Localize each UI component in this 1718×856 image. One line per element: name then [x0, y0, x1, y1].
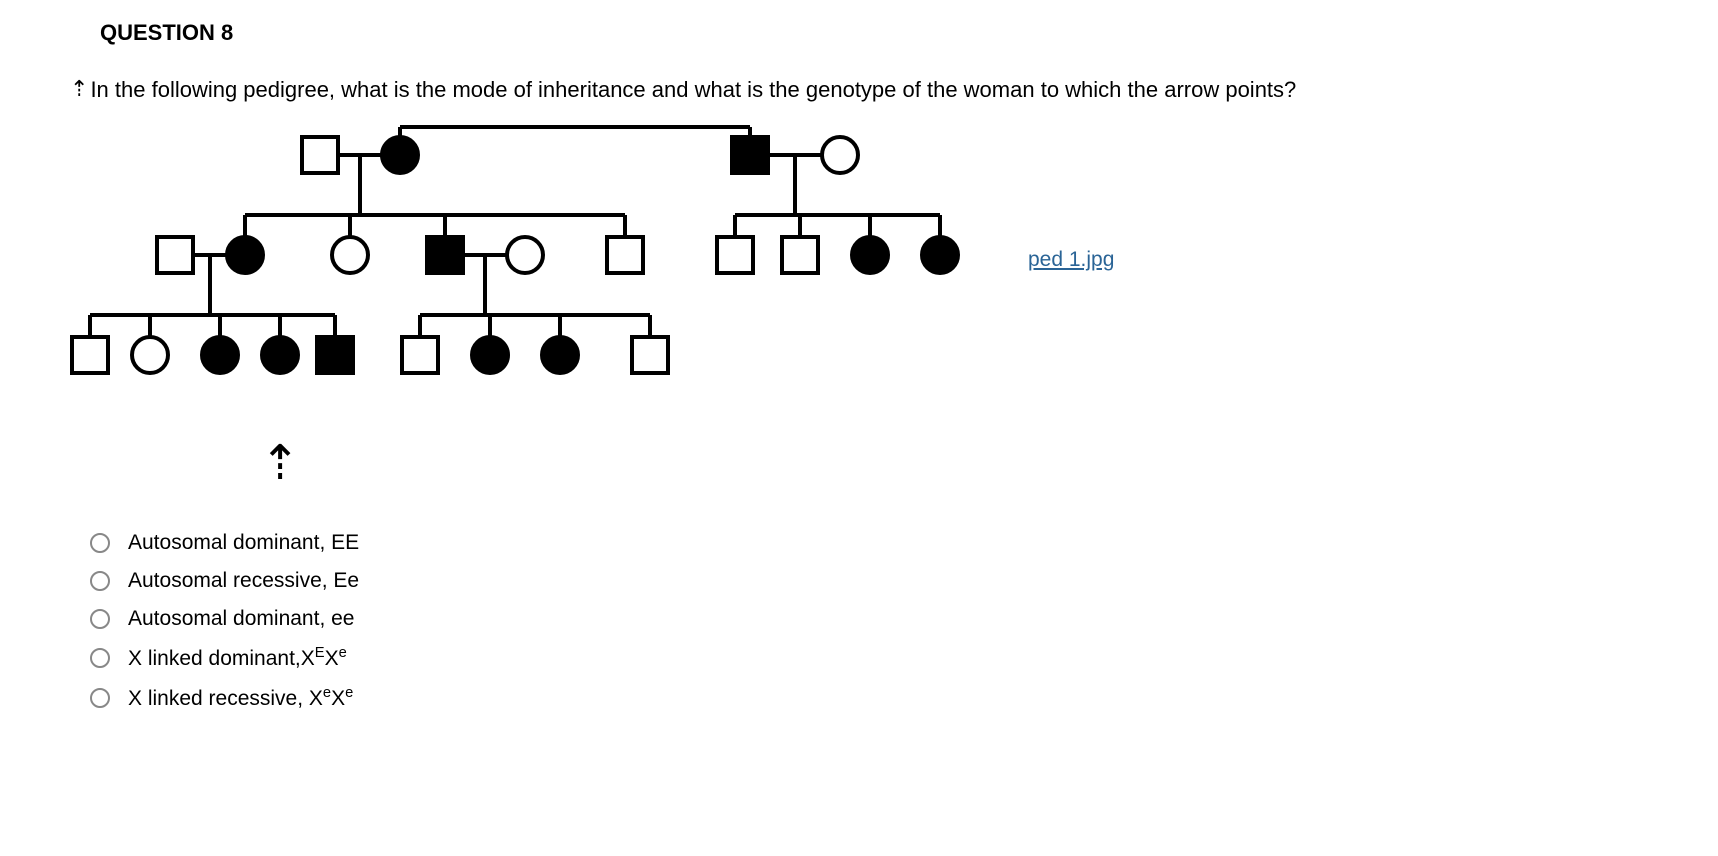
- option-row[interactable]: X linked recessive, XeXe: [90, 685, 1648, 711]
- question-container: QUESTION 8 ⇡ In the following pedigree, …: [0, 0, 1718, 745]
- answer-options: Autosomal dominant, EE Autosomal recessiv…: [90, 531, 1648, 711]
- option-row[interactable]: X linked dominant,XEXe: [90, 645, 1648, 671]
- option-label: Autosomal dominant, ee: [128, 607, 354, 631]
- prompt-row: ⇡ In the following pedigree, what is the…: [70, 76, 1648, 105]
- radio-button[interactable]: [90, 688, 110, 708]
- option-label: X linked recessive, XeXe: [128, 685, 353, 711]
- figure-row: ped 1.jpg: [70, 115, 1648, 405]
- radio-button[interactable]: [90, 571, 110, 591]
- radio-button[interactable]: [90, 648, 110, 668]
- prompt-text: In the following pedigree, what is the m…: [90, 76, 1296, 105]
- question-number: QUESTION 8: [100, 20, 1648, 46]
- option-label: X linked dominant,XEXe: [128, 645, 347, 671]
- pointer-arrow-icon: ⇡: [260, 435, 1648, 491]
- radio-button[interactable]: [90, 609, 110, 629]
- radio-button[interactable]: [90, 533, 110, 553]
- option-label: Autosomal dominant, EE: [128, 531, 359, 555]
- option-row[interactable]: Autosomal recessive, Ee: [90, 569, 1648, 593]
- option-label: Autosomal recessive, Ee: [128, 569, 359, 593]
- option-row[interactable]: Autosomal dominant, EE: [90, 531, 1648, 555]
- option-row[interactable]: Autosomal dominant, ee: [90, 607, 1648, 631]
- attachment-link[interactable]: ped 1.jpg: [1028, 248, 1114, 272]
- prompt-arrow-icon: ⇡: [70, 76, 88, 102]
- pedigree-diagram: [70, 115, 1010, 405]
